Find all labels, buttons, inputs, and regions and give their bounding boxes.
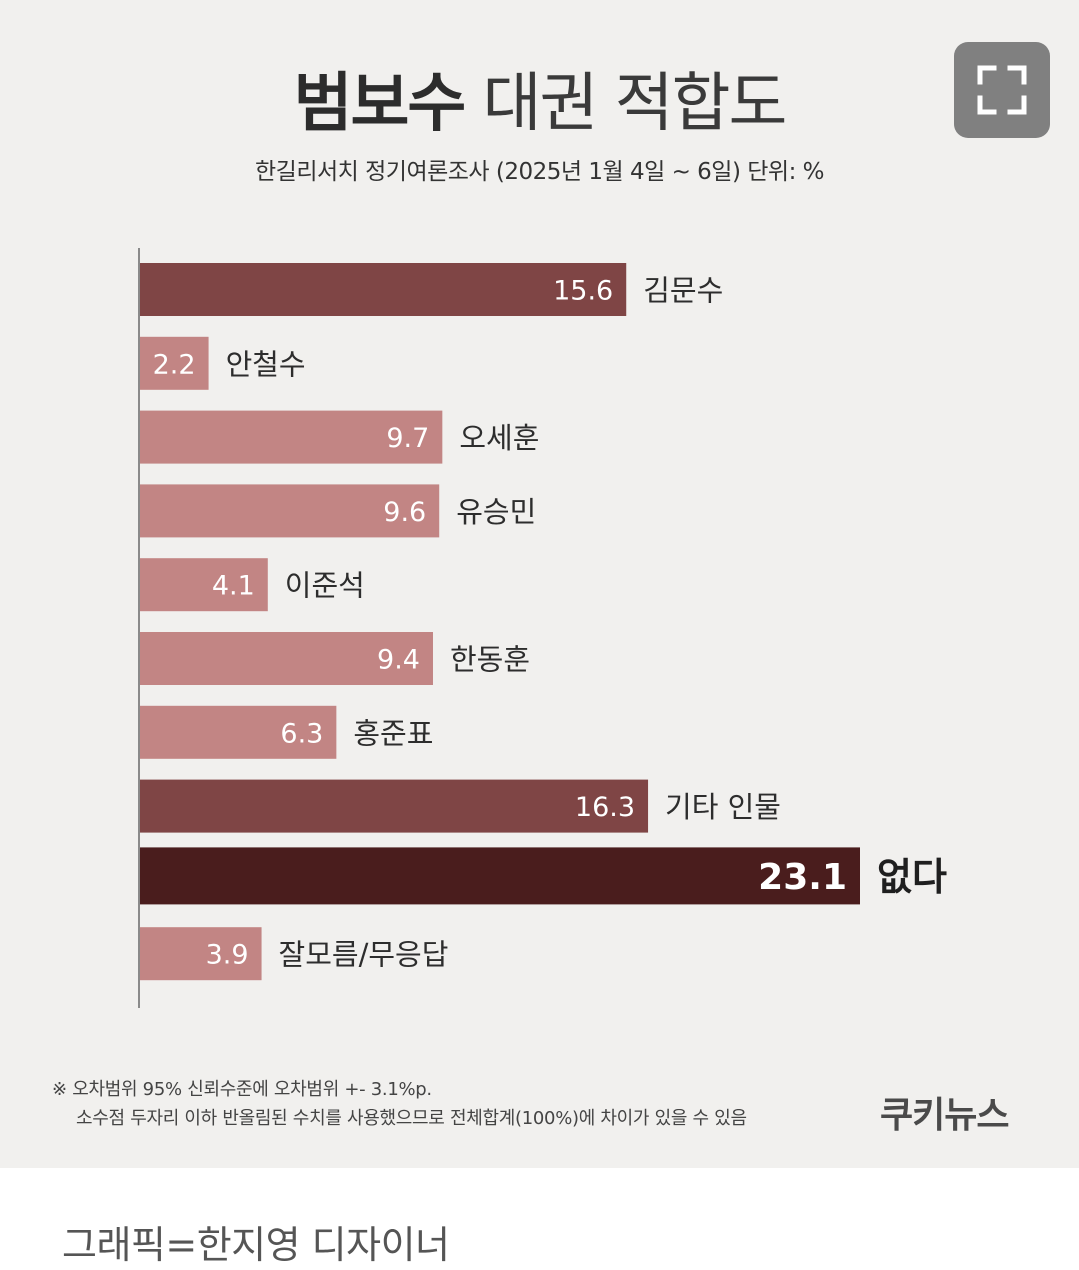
- bar-value-label-7: 16.3: [575, 792, 635, 823]
- expand-button[interactable]: [954, 42, 1050, 138]
- chart-title: 범보수 대권 적합도: [0, 62, 1079, 146]
- bar-category-label-7: 기타 인물: [665, 790, 781, 824]
- chart-title-bold: 범보수: [293, 67, 467, 141]
- infographic-card: 범보수 대권 적합도 한길리서치 정기여론조사 (2025년 1월 4일 ~ 6…: [0, 0, 1079, 1168]
- bar-value-label-1: 2.2: [153, 349, 196, 380]
- bar-value-label-9: 3.9: [206, 940, 249, 971]
- bar-value-label-0: 15.6: [553, 276, 613, 307]
- bar-4: [140, 558, 268, 612]
- bar-6: [140, 705, 337, 759]
- bar-value-label-2: 9.7: [386, 423, 429, 454]
- publisher-logo: 쿠키뉴스: [880, 1095, 1009, 1136]
- bar-category-label-2: 오세훈: [459, 421, 539, 455]
- bar-category-label-1: 안철수: [226, 347, 306, 381]
- bar-3: [140, 484, 440, 538]
- bar-chart: 15.6 김문수 2.2 안철수 9.7 오세훈 9.6 유승민 4.1 이준석 9.4 한동훈 6.3…: [138, 248, 947, 1008]
- footnote-line-2: 소수점 두자리 이하 반올림된 수치를 사용했으므로 전체합계(100%)에 차…: [76, 1108, 747, 1129]
- bar-0: [140, 263, 627, 316]
- bar-category-label-0: 김문수: [643, 274, 723, 308]
- bar-category-label-4: 이준석: [285, 569, 365, 603]
- bar-value-label-3: 9.6: [383, 497, 426, 528]
- bar-category-label-3: 유승민: [456, 495, 536, 529]
- chart-subtitle: 한길리서치 정기여론조사 (2025년 1월 4일 ~ 6일) 단위: %: [255, 159, 824, 185]
- footnote: ※ 오차범위 95% 신뢰수준에 오차범위 +- 3.1%p. 소수점 두자리 …: [52, 1075, 747, 1133]
- bar-9: [140, 927, 262, 981]
- bar-value-label-8: 23.1: [758, 857, 847, 898]
- bar-7: [140, 779, 649, 833]
- bar-value-label-6: 6.3: [280, 718, 323, 749]
- footnote-line-1: ※ 오차범위 95% 신뢰수준에 오차범위 +- 3.1%p.: [52, 1079, 432, 1100]
- bar-category-label-5: 한동훈: [450, 643, 530, 677]
- image-caption: 그래픽=한지영 디자이너: [62, 1223, 450, 1267]
- chart-title-rest: 대권 적합도: [482, 67, 788, 141]
- bar-1: [140, 336, 209, 390]
- bar-5: [140, 632, 433, 685]
- bar-category-label-9: 잘모름/무응답: [279, 938, 449, 972]
- bar-value-label-5: 9.4: [377, 645, 420, 676]
- bar-category-label-8: 없다: [877, 855, 947, 899]
- bar-category-label-6: 홍준표: [353, 716, 433, 750]
- bar-2: [140, 410, 443, 464]
- expand-icon: [977, 65, 1027, 115]
- bar-8: [140, 847, 860, 905]
- bar-value-label-4: 4.1: [212, 571, 255, 602]
